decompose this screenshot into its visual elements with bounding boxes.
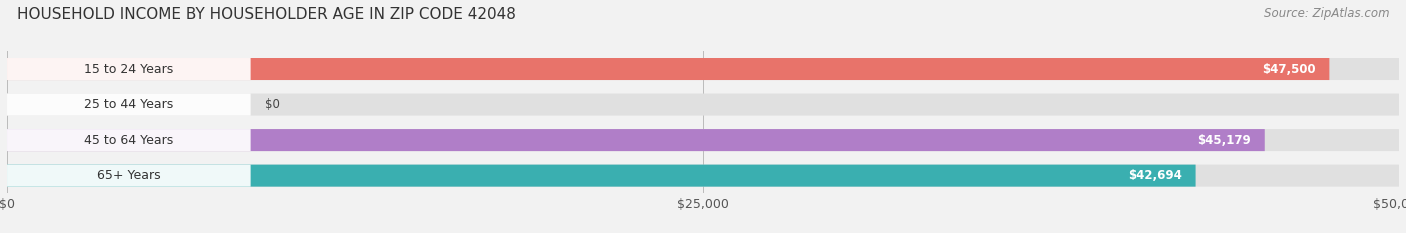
Text: 65+ Years: 65+ Years (97, 169, 160, 182)
FancyBboxPatch shape (7, 129, 1399, 151)
FancyBboxPatch shape (7, 164, 1399, 187)
Text: 45 to 64 Years: 45 to 64 Years (84, 134, 173, 147)
FancyBboxPatch shape (7, 93, 1399, 116)
Text: $45,179: $45,179 (1197, 134, 1251, 147)
FancyBboxPatch shape (7, 58, 250, 80)
Text: $42,694: $42,694 (1128, 169, 1181, 182)
FancyBboxPatch shape (7, 58, 1399, 80)
FancyBboxPatch shape (7, 58, 1330, 80)
FancyBboxPatch shape (7, 164, 250, 187)
Text: HOUSEHOLD INCOME BY HOUSEHOLDER AGE IN ZIP CODE 42048: HOUSEHOLD INCOME BY HOUSEHOLDER AGE IN Z… (17, 7, 516, 22)
FancyBboxPatch shape (7, 164, 1195, 187)
Text: 15 to 24 Years: 15 to 24 Years (84, 62, 173, 75)
FancyBboxPatch shape (7, 129, 1265, 151)
Text: Source: ZipAtlas.com: Source: ZipAtlas.com (1264, 7, 1389, 20)
Text: $0: $0 (264, 98, 280, 111)
FancyBboxPatch shape (7, 129, 250, 151)
Text: 25 to 44 Years: 25 to 44 Years (84, 98, 173, 111)
Text: $47,500: $47,500 (1261, 62, 1316, 75)
FancyBboxPatch shape (7, 93, 250, 116)
